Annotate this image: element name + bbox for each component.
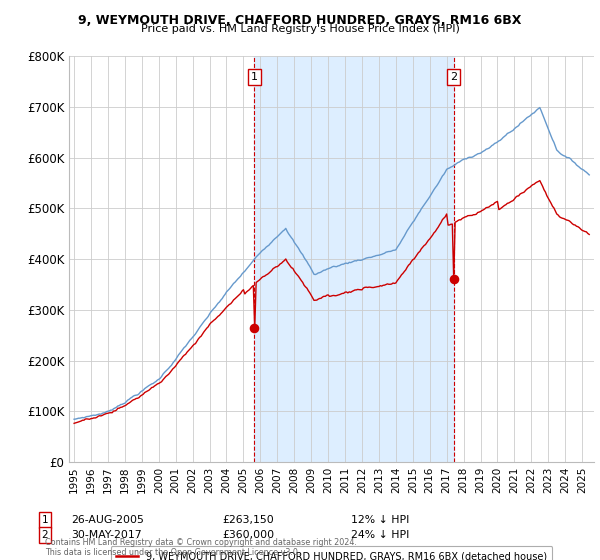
Text: 1: 1 [251,72,258,82]
Text: Price paid vs. HM Land Registry's House Price Index (HPI): Price paid vs. HM Land Registry's House … [140,24,460,34]
Text: 9, WEYMOUTH DRIVE, CHAFFORD HUNDRED, GRAYS, RM16 6BX: 9, WEYMOUTH DRIVE, CHAFFORD HUNDRED, GRA… [79,14,521,27]
Text: Contains HM Land Registry data © Crown copyright and database right 2024.
This d: Contains HM Land Registry data © Crown c… [45,538,357,557]
Text: 26-AUG-2005: 26-AUG-2005 [71,515,143,525]
Text: £263,150: £263,150 [222,515,274,525]
Text: 30-MAY-2017: 30-MAY-2017 [71,530,142,540]
Legend: 9, WEYMOUTH DRIVE, CHAFFORD HUNDRED, GRAYS, RM16 6BX (detached house), HPI: Aver: 9, WEYMOUTH DRIVE, CHAFFORD HUNDRED, GRA… [110,546,553,560]
Point [449,275,458,284]
Point [250,324,259,333]
Bar [254,56,454,462]
Text: 2: 2 [41,530,49,540]
Text: 24% ↓ HPI: 24% ↓ HPI [351,530,409,540]
Text: 12% ↓ HPI: 12% ↓ HPI [351,515,409,525]
Text: 1: 1 [41,515,49,525]
Text: 2: 2 [450,72,457,82]
Text: £360,000: £360,000 [222,530,274,540]
